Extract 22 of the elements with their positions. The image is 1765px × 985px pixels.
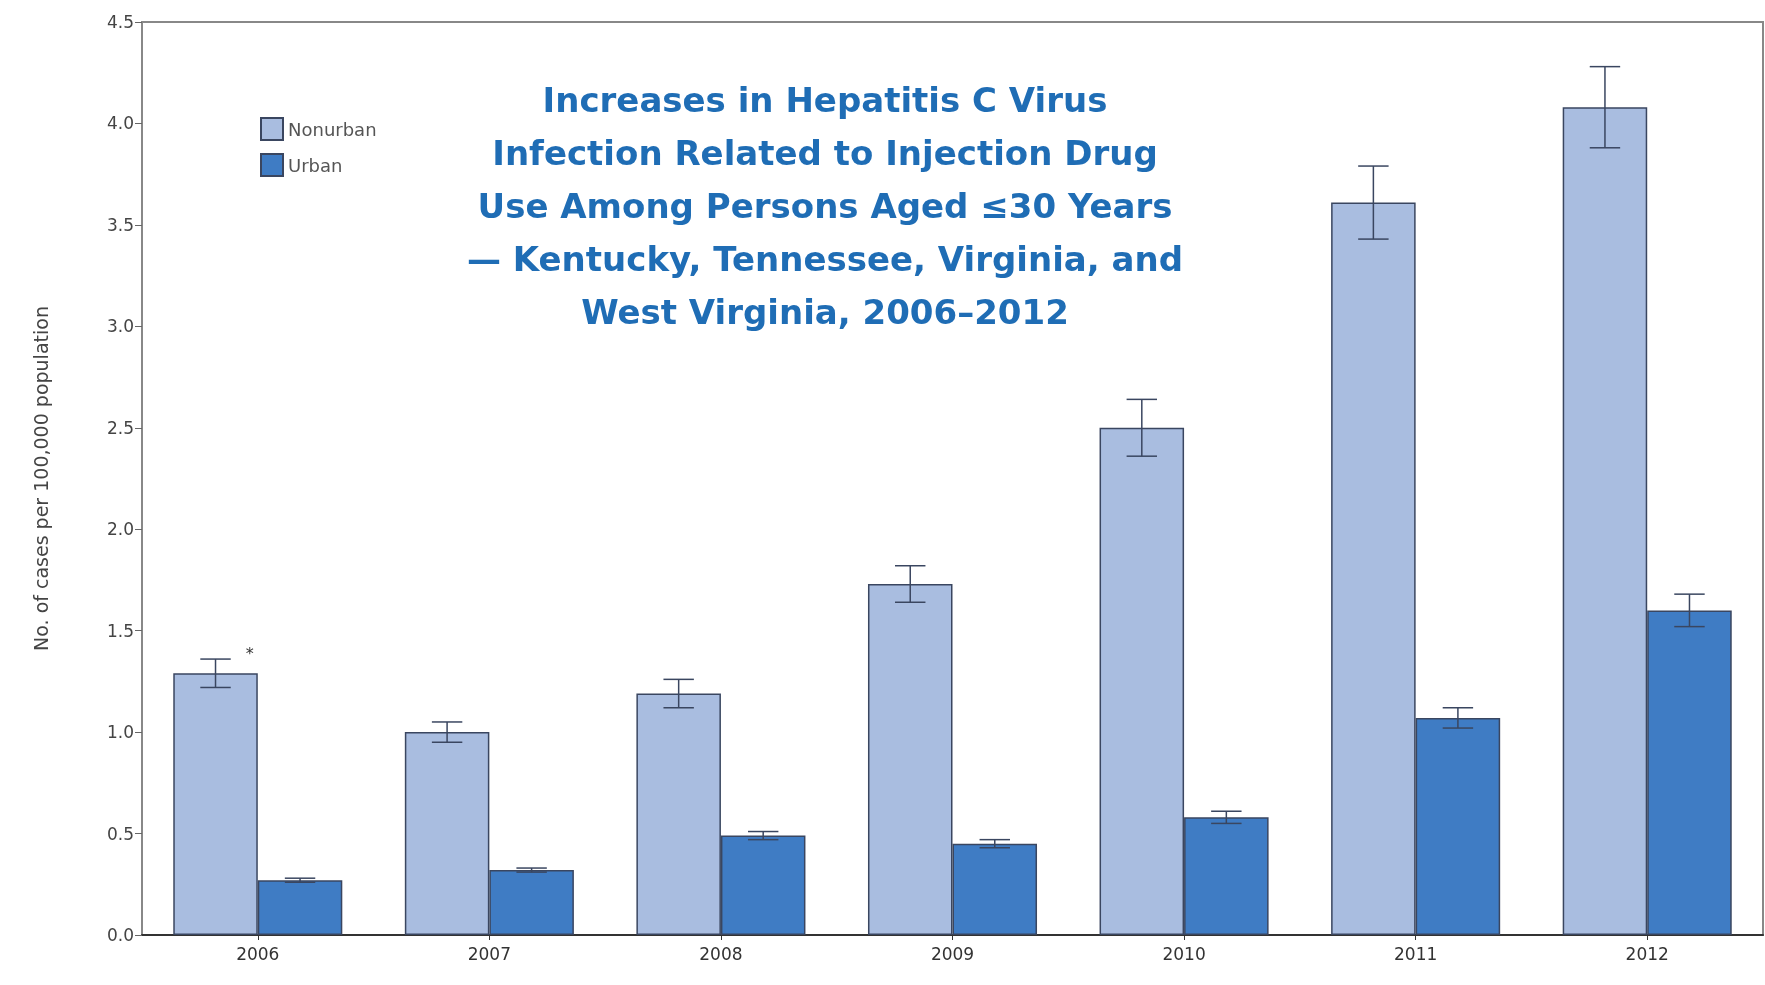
legend-label: Urban — [288, 154, 343, 176]
y-axis-title: No. of cases per 100,000 population — [29, 306, 52, 651]
x-tick-label: 2008 — [699, 943, 743, 964]
annotation: * — [245, 643, 254, 663]
y-tick-label: 0.5 — [106, 823, 134, 844]
y-tick-label: 2.5 — [106, 417, 134, 438]
x-tick-label: 2012 — [1625, 943, 1669, 964]
y-tick-label: 1.0 — [106, 722, 134, 743]
text: Increases in Hepatitis C Virus Infection Related to Injection Drug Use Among Persons Aged ≤30 Years — Kentucky, Tennessee, Virginia, and West Virginia, 2006–2012 — [466, 79, 1184, 332]
x-tick-label: 2010 — [1162, 943, 1206, 964]
x-tick-label: 2006 — [236, 943, 280, 964]
y-tick-label: 0.0 — [106, 925, 134, 945]
x-tick-label: 2007 — [467, 943, 511, 964]
y-tick-label: 3.0 — [106, 316, 134, 337]
x-tick-label: 2011 — [1394, 943, 1438, 964]
y-tick-label: 1.5 — [106, 620, 134, 641]
y-tick-label: 4.0 — [106, 113, 134, 134]
legend-label: Nonurban — [288, 118, 377, 140]
y-tick-label: 3.5 — [106, 214, 134, 235]
y-tick-label: 2.0 — [106, 519, 134, 540]
y-tick-label: 4.5 — [106, 12, 134, 32]
x-tick-label: 2009 — [930, 943, 975, 964]
